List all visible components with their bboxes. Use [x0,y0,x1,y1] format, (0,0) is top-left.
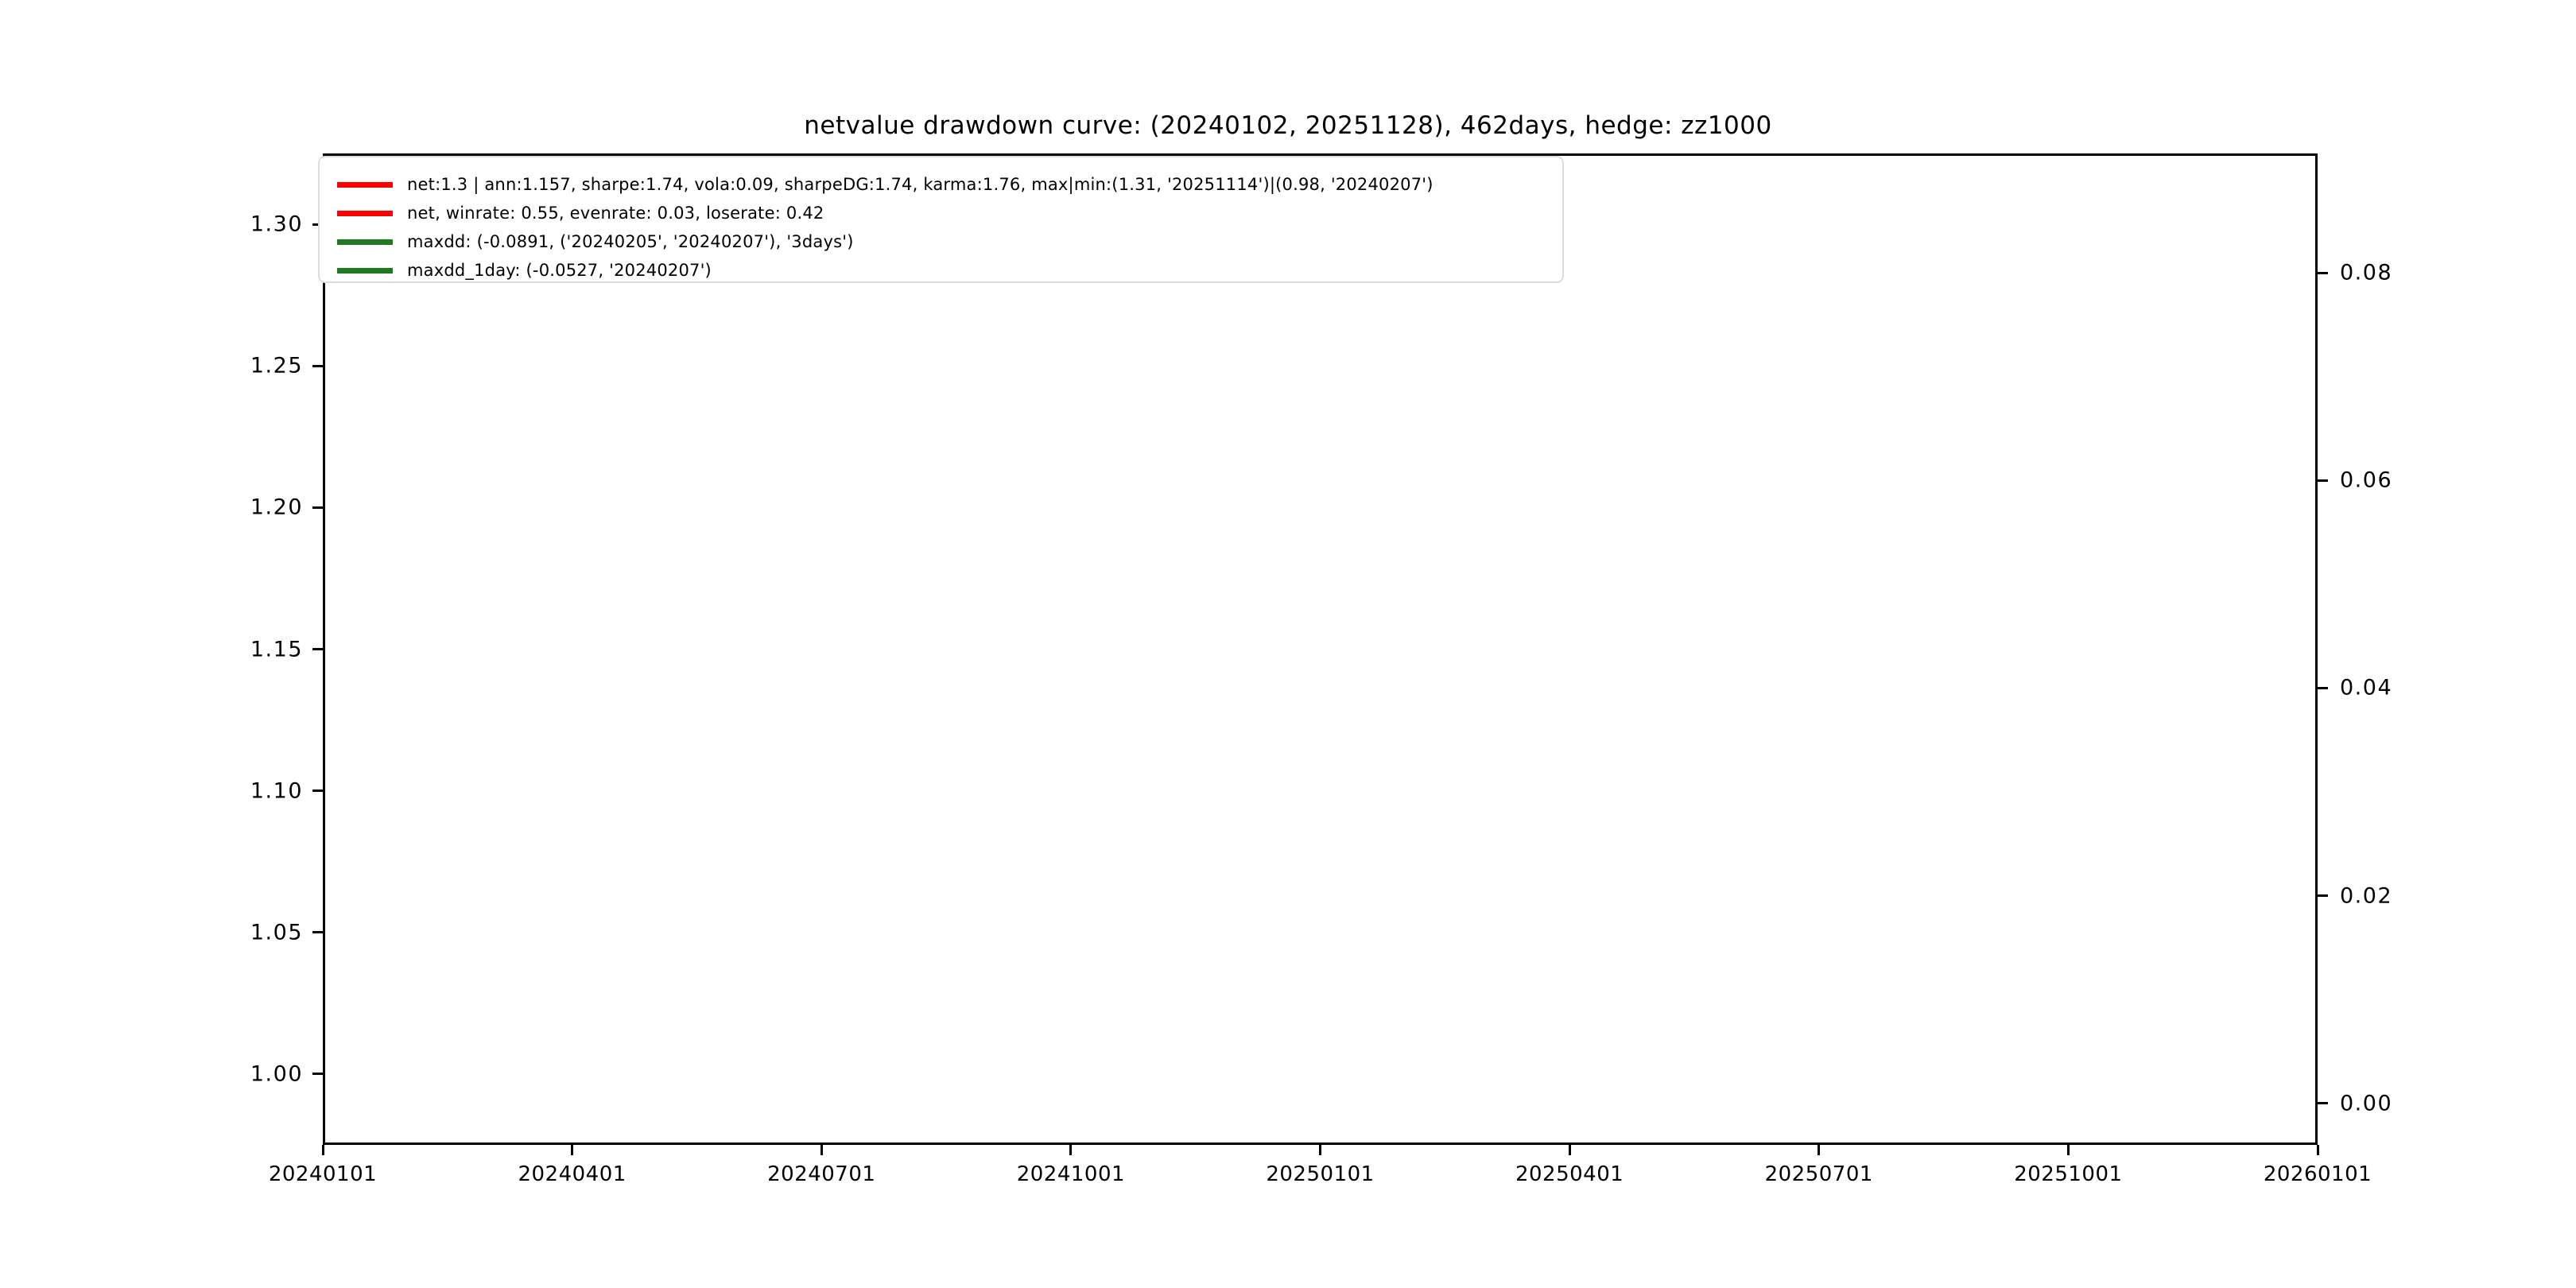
legend-color-swatch [337,210,393,216]
y-axis-left-tick-mark [312,931,323,934]
x-axis-tick-mark [2066,1145,2070,1155]
y-axis-left-tick-label: 1.15 [250,637,303,661]
x-axis-tick-mark [321,1145,324,1155]
y-axis-left-tick-mark [312,223,323,226]
y-axis-right-tick-mark [2318,894,2328,898]
x-axis-tick-label: 20240701 [767,1162,876,1186]
legend-entry: net:1.3 | ann:1.157, sharpe:1.74, vola:0… [320,169,1562,200]
y-axis-right-tick-label: 0.02 [2340,883,2393,909]
y-axis-right-tick-mark [2318,686,2328,689]
y-axis-left-tick-mark [312,1073,323,1076]
x-axis-tick-label: 20260101 [2263,1162,2372,1186]
y-axis-right-tick-label: 0.08 [2340,260,2393,285]
x-axis-tick-mark [820,1145,823,1155]
y-axis-left-tick-label: 1.25 [250,353,303,378]
x-axis-tick-label: 20250701 [1764,1162,1873,1186]
chart-legend: net:1.3 | ann:1.157, sharpe:1.74, vola:0… [318,156,1564,283]
y-axis-right-tick-label: 0.00 [2340,1091,2393,1116]
y-axis-right-tick-mark [2318,479,2328,482]
x-axis-tick-mark [571,1145,574,1155]
legend-label: maxdd: (-0.0891, ('20240205', '20240207'… [407,232,854,251]
x-axis-tick-mark [1319,1145,1321,1155]
y-axis-left-tick-label: 1.05 [250,920,303,945]
legend-entry: maxdd_1day: (-0.0527, '20240207') [320,254,1562,286]
y-axis-left-tick-mark [312,506,323,509]
x-axis-tick-mark [2316,1145,2319,1155]
y-axis-left-tick-label: 1.20 [250,495,303,520]
legend-color-swatch [337,239,393,245]
y-axis-right-tick-label: 0.04 [2340,675,2393,700]
x-axis-tick-label: 20250101 [1266,1162,1375,1186]
legend-label: net, winrate: 0.55, evenrate: 0.03, lose… [407,204,824,223]
x-axis-tick-label: 20250401 [1515,1162,1624,1186]
x-axis-tick-label: 20251001 [2014,1162,2123,1186]
y-axis-left-tick-label: 1.30 [250,211,303,237]
legend-color-swatch [337,181,393,188]
y-axis-left-tick-mark [312,648,323,650]
x-axis-tick-label: 20241001 [1016,1162,1126,1186]
legend-color-swatch [337,267,393,274]
y-axis-left-tick-label: 1.10 [250,778,303,804]
y-axis-right-tick-mark [2318,271,2328,274]
x-axis-tick-label: 20240401 [518,1162,627,1186]
y-axis-left-tick-mark [312,364,323,367]
y-axis-left-tick-mark [312,789,323,793]
x-axis-tick-mark [1069,1145,1073,1155]
legend-entry: net, winrate: 0.55, evenrate: 0.03, lose… [320,197,1562,229]
plot-frame [323,153,2318,1145]
plot-area [323,153,2318,1145]
legend-label: maxdd_1day: (-0.0527, '20240207') [407,261,712,280]
y-axis-left-tick-label: 1.00 [250,1061,303,1087]
x-axis-tick-mark [1818,1145,1821,1155]
legend-entry: maxdd: (-0.0891, ('20240205', '20240207'… [320,226,1562,258]
x-axis-tick-label: 20240101 [268,1162,378,1186]
y-axis-right-tick-label: 0.06 [2340,467,2393,493]
y-axis-right-tick-mark [2318,1102,2328,1105]
legend-label: net:1.3 | ann:1.157, sharpe:1.74, vola:0… [407,175,1433,194]
x-axis-tick-mark [1568,1145,1571,1155]
chart-title: netvalue drawdown curve: (20240102, 2025… [804,111,1772,140]
